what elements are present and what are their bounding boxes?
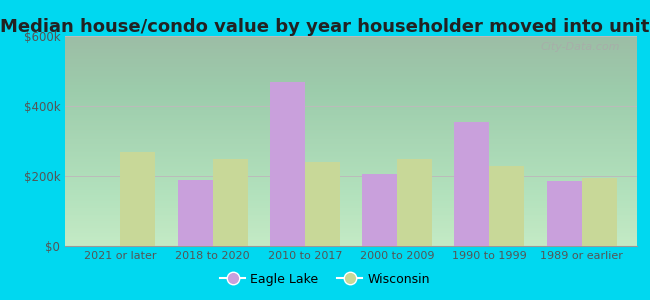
- Bar: [547, 181, 582, 246]
- Bar: [270, 82, 305, 246]
- Bar: [362, 174, 397, 246]
- Legend: Eagle Lake, Wisconsin: Eagle Lake, Wisconsin: [215, 268, 435, 291]
- Bar: [177, 179, 213, 246]
- Bar: [213, 158, 248, 246]
- Bar: [120, 152, 155, 246]
- Bar: [489, 166, 525, 246]
- Bar: [397, 158, 432, 246]
- Text: City-Data.com: City-Data.com: [540, 42, 620, 52]
- Bar: [305, 162, 340, 246]
- Bar: [582, 178, 617, 246]
- Bar: [454, 122, 489, 246]
- Text: Median house/condo value by year householder moved into unit: Median house/condo value by year househo…: [0, 18, 650, 36]
